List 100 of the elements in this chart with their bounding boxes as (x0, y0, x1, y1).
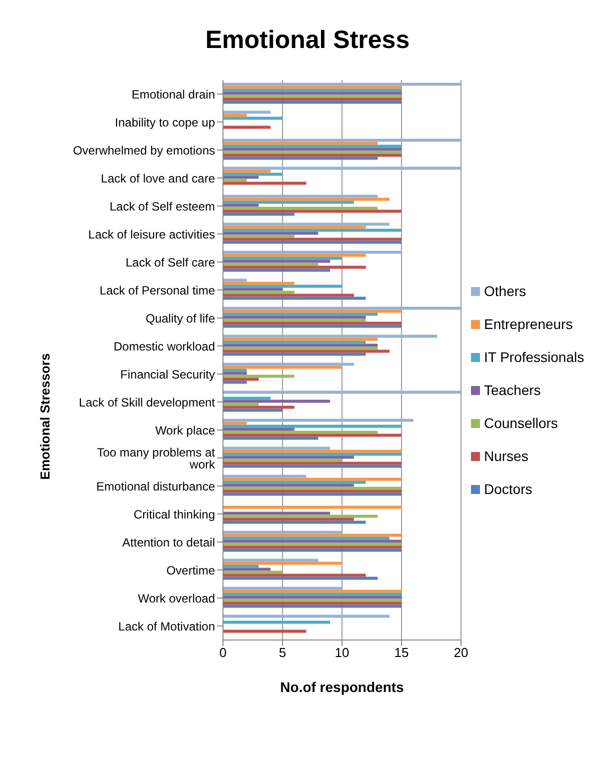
y-tick-label: Overtime (166, 563, 216, 578)
bar (223, 536, 390, 540)
bar (223, 144, 402, 148)
y-tick-label: Critical thinking (134, 507, 215, 522)
bar (223, 294, 354, 297)
bar (223, 156, 378, 160)
bar (223, 296, 366, 300)
bar (223, 462, 402, 465)
bar (223, 344, 378, 347)
bar (223, 126, 271, 129)
bar (223, 256, 342, 260)
bar (223, 182, 306, 185)
bar (223, 400, 330, 403)
bar (223, 234, 294, 238)
bar (223, 576, 378, 580)
bar (223, 436, 318, 440)
y-tick-label: Emotional drain (132, 87, 215, 102)
bar (223, 288, 282, 291)
y-tick-label: Lack of Self care (126, 255, 216, 270)
bar (223, 350, 390, 353)
bar (223, 546, 402, 549)
bar (223, 478, 402, 481)
bar (223, 450, 402, 453)
bar (223, 402, 259, 406)
legend-label: Counsellors (484, 414, 558, 430)
x-axis-title: No.of respondents (280, 679, 404, 695)
y-tick-label: Emotional disturbance (96, 479, 216, 494)
bar (223, 456, 354, 459)
bar (223, 534, 402, 537)
y-tick-label: Lack of Self esteem (110, 199, 215, 214)
bar (223, 268, 330, 272)
y-tick-label: Too many problems at work (96, 445, 216, 472)
bar (223, 290, 294, 294)
x-tick-label: 15 (394, 645, 409, 660)
bar (223, 418, 414, 422)
bar (223, 306, 461, 310)
legend-label: Doctors (484, 480, 532, 496)
bar (223, 210, 402, 213)
bar (223, 486, 402, 490)
bar (223, 368, 247, 372)
bar (223, 614, 390, 618)
y-tick-label: Quality of life (146, 311, 216, 326)
bar (223, 110, 271, 114)
bar (223, 352, 366, 356)
bar (223, 564, 259, 568)
bar (223, 284, 342, 288)
bar (223, 474, 306, 478)
bar (223, 434, 402, 437)
bar (223, 138, 461, 142)
bar (223, 586, 342, 590)
y-tick-label: Work overload (138, 591, 215, 606)
bar (223, 250, 402, 254)
bar (223, 254, 366, 257)
bar (223, 446, 330, 450)
bar (223, 148, 402, 151)
bar (223, 518, 354, 521)
x-tick-label: 0 (219, 645, 227, 660)
bar (223, 176, 259, 179)
bar (223, 390, 461, 394)
bar (223, 334, 438, 338)
y-tick-label: Overwhelmed by emotions (72, 143, 215, 158)
bar (223, 596, 402, 599)
bar (223, 198, 390, 201)
bar (223, 630, 306, 633)
bar (223, 240, 402, 244)
bar (223, 100, 402, 104)
chart-title: Emotional Stress (204, 26, 411, 56)
bar (223, 408, 282, 412)
bar (223, 200, 354, 204)
bar (223, 574, 366, 577)
y-tick-label: Inability to cope up (114, 115, 216, 130)
bar (223, 86, 402, 89)
bar (223, 88, 402, 92)
legend-label: Entrepreneurs (484, 316, 573, 332)
bar (223, 154, 402, 157)
bar (223, 116, 282, 120)
bar (223, 92, 402, 95)
bar (223, 458, 342, 462)
bar (223, 340, 366, 344)
bar (223, 312, 378, 316)
y-tick-label: Lack of Personal time (100, 283, 216, 298)
bar (223, 540, 402, 543)
bar (223, 98, 402, 101)
y-tick-label: Lack of Motivation (118, 619, 215, 634)
bar (223, 316, 366, 319)
bar (223, 492, 402, 496)
bar (223, 428, 294, 431)
bar (223, 568, 271, 571)
bar (223, 114, 247, 117)
bar (223, 260, 330, 263)
y-tick-label: Lack of love and care (100, 171, 216, 186)
y-tick-label: Domestic workload (114, 339, 215, 354)
bar (223, 338, 378, 341)
bar (223, 204, 259, 207)
bar (223, 372, 247, 375)
bar (223, 194, 378, 198)
y-tick-label: Lack of Skill development (78, 395, 216, 410)
bar (223, 380, 247, 384)
y-tick-label: Attention to detail (122, 535, 215, 550)
bar (223, 222, 390, 226)
